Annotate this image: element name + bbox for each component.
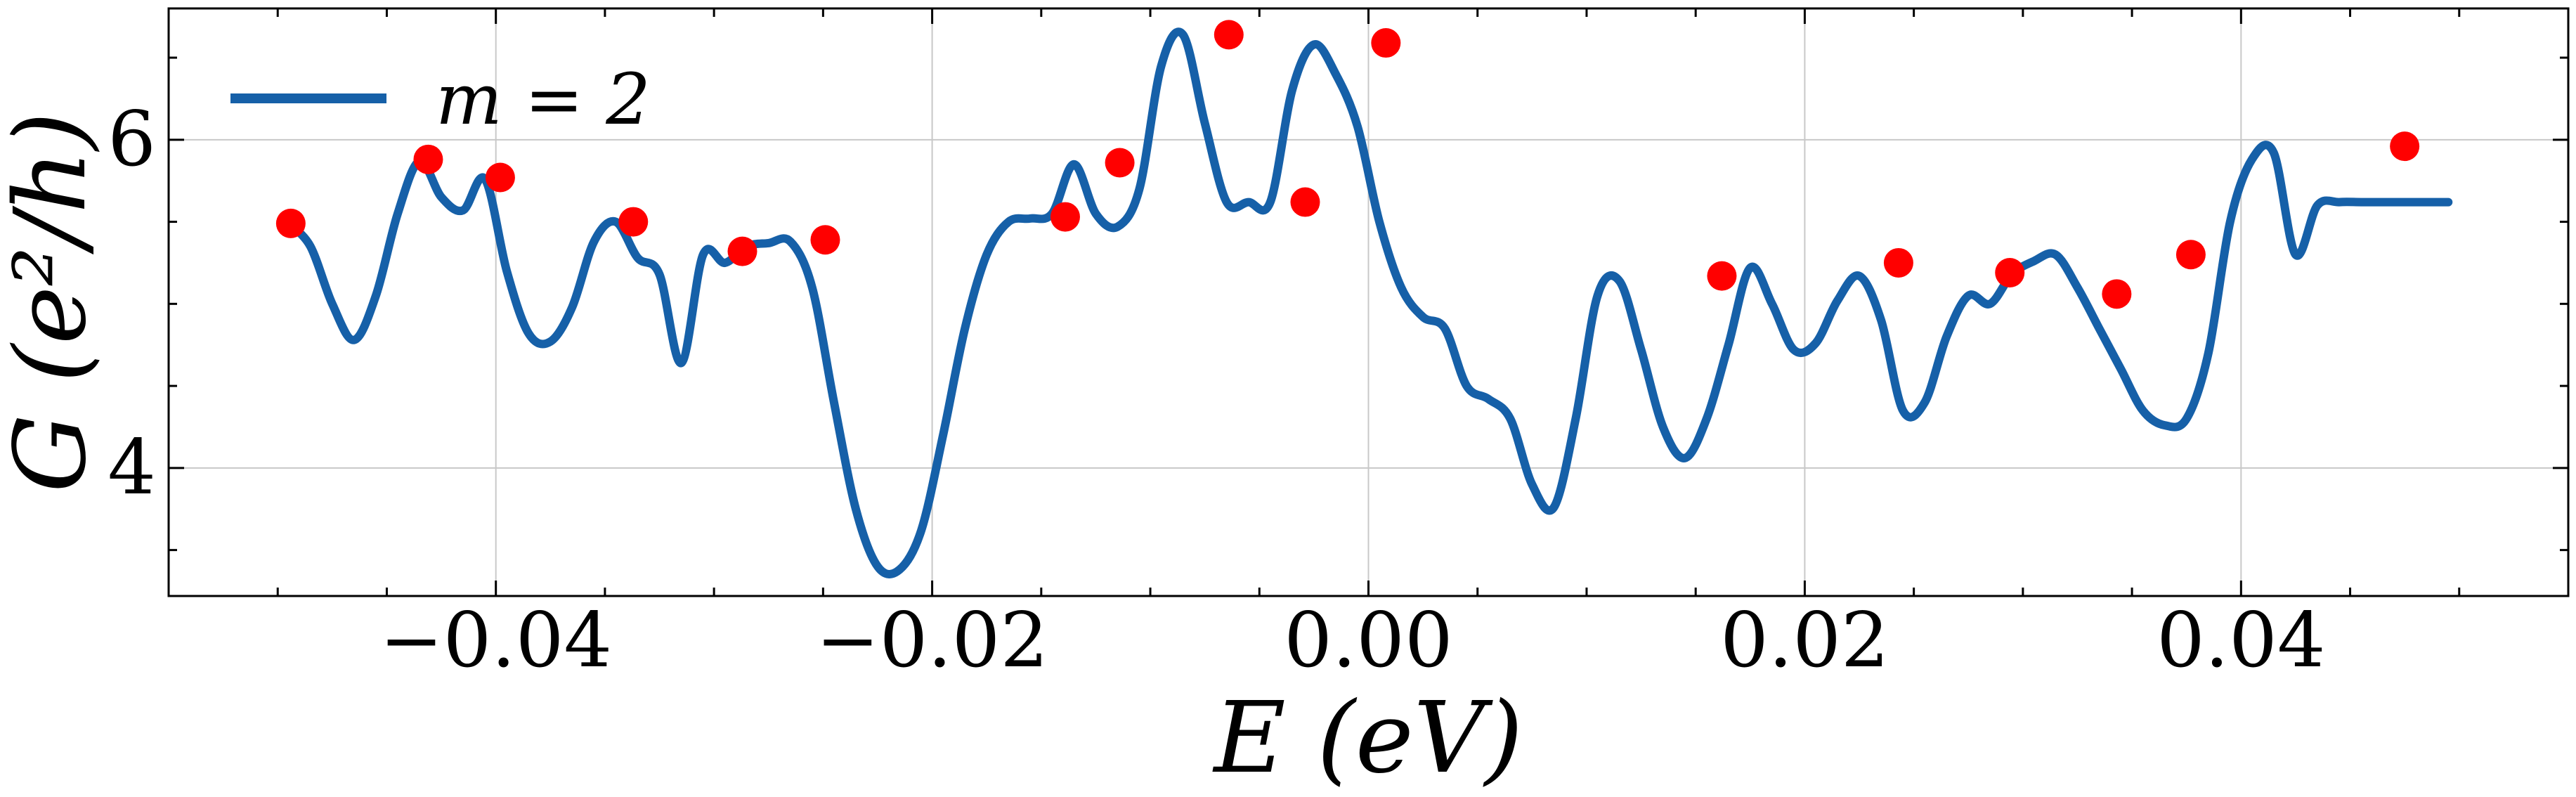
y-axis-label: G (e²/h): [0, 112, 108, 493]
series-line-0: [284, 27, 2453, 578]
peak-marker-0: [275, 208, 306, 238]
peak-marker-3: [618, 207, 649, 237]
y-tick-label-1: 6: [108, 96, 156, 183]
peak-marker-7: [1105, 148, 1135, 178]
peak-marker-14: [2102, 279, 2132, 309]
peak-marker-10: [1371, 28, 1401, 58]
peak-markers: [275, 20, 2420, 309]
peak-marker-2: [485, 162, 515, 193]
peak-marker-11: [1707, 261, 1737, 291]
peak-marker-9: [1290, 187, 1320, 217]
x-tick-label-3: 0.02: [1720, 597, 1889, 685]
y-tick-labels: 46: [108, 96, 156, 512]
peak-marker-6: [1050, 202, 1080, 232]
axis-ticks: [169, 8, 2568, 596]
x-tick-labels: −0.04 −0.02 0.00 0.02 0.04: [379, 597, 2325, 685]
y-tick-label-0: 4: [108, 424, 156, 512]
x-tick-label-0: −0.04: [379, 597, 612, 685]
peak-marker-13: [1995, 257, 2025, 287]
legend: m = 2: [230, 58, 651, 141]
x-tick-label-4: 0.04: [2157, 597, 2325, 685]
peak-marker-5: [810, 225, 840, 255]
x-axis-label: E (eV): [1212, 681, 1523, 796]
x-tick-label-2: 0.00: [1284, 597, 1452, 685]
grid: [169, 8, 2568, 596]
peak-marker-16: [2390, 131, 2420, 162]
peak-marker-12: [1883, 247, 1913, 278]
series-layer: [284, 27, 2453, 578]
legend-label: m = 2: [436, 58, 651, 141]
peak-marker-15: [2175, 240, 2206, 270]
x-tick-label-1: −0.02: [816, 597, 1048, 685]
peak-marker-4: [727, 236, 757, 266]
peak-marker-8: [1214, 20, 1244, 50]
peak-marker-1: [413, 144, 443, 174]
